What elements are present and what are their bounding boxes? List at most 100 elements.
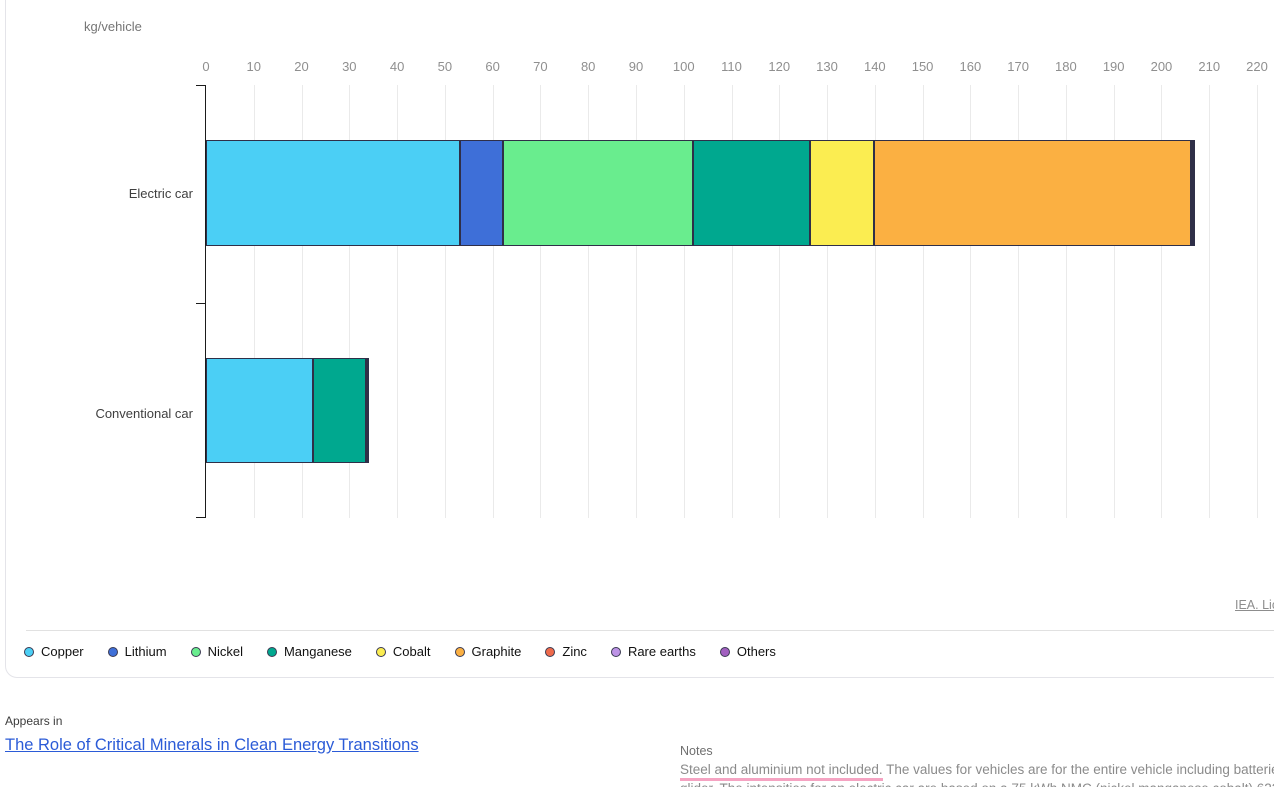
notes-label: Notes xyxy=(680,744,713,758)
legend-marker-graphite xyxy=(454,646,465,657)
legend-item-lithium[interactable]: Lithium xyxy=(107,644,167,659)
x-tick-100: 100 xyxy=(672,59,695,74)
bar-segment-electric-car-others[interactable] xyxy=(1193,140,1196,246)
x-tick-90: 90 xyxy=(628,59,644,74)
appears-in-report-link[interactable]: The Role of Critical Minerals in Clean E… xyxy=(5,736,419,754)
x-tick-110: 110 xyxy=(721,59,742,74)
legend-item-zinc[interactable]: Zinc xyxy=(545,644,587,659)
legend-marker-rare-earths xyxy=(610,646,621,657)
legend-item-rare-earths[interactable]: Rare earths xyxy=(610,644,696,659)
gridline-40 xyxy=(397,85,399,518)
x-tick-80: 80 xyxy=(580,59,596,74)
gridline-80 xyxy=(588,85,590,518)
legend-item-manganese[interactable]: Manganese xyxy=(266,644,352,659)
legend-label: Graphite xyxy=(471,644,522,659)
bar-segment-electric-car-copper[interactable] xyxy=(206,140,461,246)
gridline-140 xyxy=(874,85,876,518)
gridline-60 xyxy=(492,85,494,518)
legend-item-cobalt[interactable]: Cobalt xyxy=(375,644,431,659)
gridline-190 xyxy=(1113,85,1115,518)
bar-segment-electric-car-lithium[interactable] xyxy=(460,140,503,246)
gridline-220 xyxy=(1257,85,1258,518)
x-tick-130: 130 xyxy=(816,59,838,74)
legend-label: Lithium xyxy=(124,644,167,659)
gridline-210 xyxy=(1209,85,1211,518)
x-tick-30: 30 xyxy=(342,59,357,74)
legend-item-graphite[interactable]: Graphite xyxy=(454,644,522,659)
x-tick-40: 40 xyxy=(389,59,405,74)
legend-label: Others xyxy=(736,644,776,659)
bar-segment-electric-car-rare-earths[interactable] xyxy=(1191,140,1194,246)
legend-label: Cobalt xyxy=(392,644,431,659)
x-tick-70: 70 xyxy=(533,59,548,74)
notes-text-line-1: Steel and aluminium not included. The va… xyxy=(680,762,1274,781)
legend-divider xyxy=(26,630,1274,631)
x-tick-200: 200 xyxy=(1150,59,1173,74)
x-tick-140: 140 xyxy=(863,59,886,74)
bar-segment-conventional-car-copper[interactable] xyxy=(206,358,313,463)
gridline-130 xyxy=(827,85,829,518)
gridline-90 xyxy=(635,85,637,518)
bar-segment-electric-car-graphite[interactable] xyxy=(873,140,1191,246)
gridline-100 xyxy=(683,85,685,518)
gridline-160 xyxy=(970,85,972,518)
x-tick-10: 10 xyxy=(246,59,261,74)
iea-licence-link[interactable]: IEA. Lic xyxy=(1235,598,1274,612)
legend-marker-zinc xyxy=(545,646,556,657)
x-tick-20: 20 xyxy=(294,59,309,74)
axis-unit-label: kg/vehicle xyxy=(84,19,142,34)
bar-segment-conventional-car-manganese[interactable] xyxy=(312,358,367,463)
gridline-170 xyxy=(1018,85,1020,518)
legend-marker-nickel xyxy=(190,646,201,657)
x-tick-150: 150 xyxy=(911,59,934,74)
x-tick-190: 190 xyxy=(1102,59,1125,74)
category-axis-tick xyxy=(196,85,206,86)
legend-item-copper[interactable]: Copper xyxy=(24,644,84,659)
legend-marker-cobalt xyxy=(375,646,386,657)
legend-label: Manganese xyxy=(283,644,352,659)
legend-item-nickel[interactable]: Nickel xyxy=(190,644,243,659)
legend-item-others[interactable]: Others xyxy=(719,644,776,659)
appears-in-label: Appears in xyxy=(5,714,63,728)
category-label-conventional-car: Conventional car xyxy=(95,406,193,421)
gridline-20 xyxy=(301,85,303,518)
legend-label: Zinc xyxy=(562,644,587,659)
gridline-110 xyxy=(731,85,733,518)
notes-text-rest: The values for vehicles are for the enti… xyxy=(886,762,1274,777)
gridline-180 xyxy=(1065,85,1067,518)
legend-marker-lithium xyxy=(107,646,118,657)
gridline-120 xyxy=(779,85,781,518)
category-axis-line xyxy=(205,85,206,518)
legend-marker-manganese xyxy=(266,646,277,657)
chart-card xyxy=(5,0,1274,678)
bar-segment-conventional-car-others[interactable] xyxy=(366,358,369,463)
gridline-30 xyxy=(349,85,351,518)
notes-highlighted-text: Steel and aluminium not included. xyxy=(680,762,883,781)
gridline-150 xyxy=(922,85,924,518)
x-tick-210: 210 xyxy=(1198,59,1221,74)
notes-text-line-2: glider. The intensities for an electric … xyxy=(680,781,1274,787)
x-tick-50: 50 xyxy=(437,59,453,74)
x-tick-220: 220 xyxy=(1246,59,1268,74)
x-tick-160: 160 xyxy=(959,59,982,74)
category-axis-tick xyxy=(196,303,206,304)
x-tick-0: 0 xyxy=(202,59,210,74)
x-tick-170: 170 xyxy=(1007,59,1029,74)
legend-label: Copper xyxy=(41,644,84,659)
bar-segment-electric-car-cobalt[interactable] xyxy=(810,140,874,246)
category-label-electric-car: Electric car xyxy=(128,186,193,201)
x-tick-120: 120 xyxy=(768,59,791,74)
category-axis-tick xyxy=(196,517,206,518)
gridline-10 xyxy=(253,85,255,518)
gridline-50 xyxy=(444,85,446,518)
gridline-70 xyxy=(540,85,542,518)
x-tick-180: 180 xyxy=(1055,59,1077,74)
bar-segment-electric-car-nickel[interactable] xyxy=(502,140,694,246)
legend-label: Rare earths xyxy=(627,644,696,659)
bar-segment-electric-car-manganese[interactable] xyxy=(693,140,811,246)
x-tick-60: 60 xyxy=(485,59,500,74)
gridline-200 xyxy=(1161,85,1163,518)
legend-marker-others xyxy=(719,646,730,657)
legend-label: Nickel xyxy=(207,644,243,659)
legend-marker-copper xyxy=(24,646,34,657)
